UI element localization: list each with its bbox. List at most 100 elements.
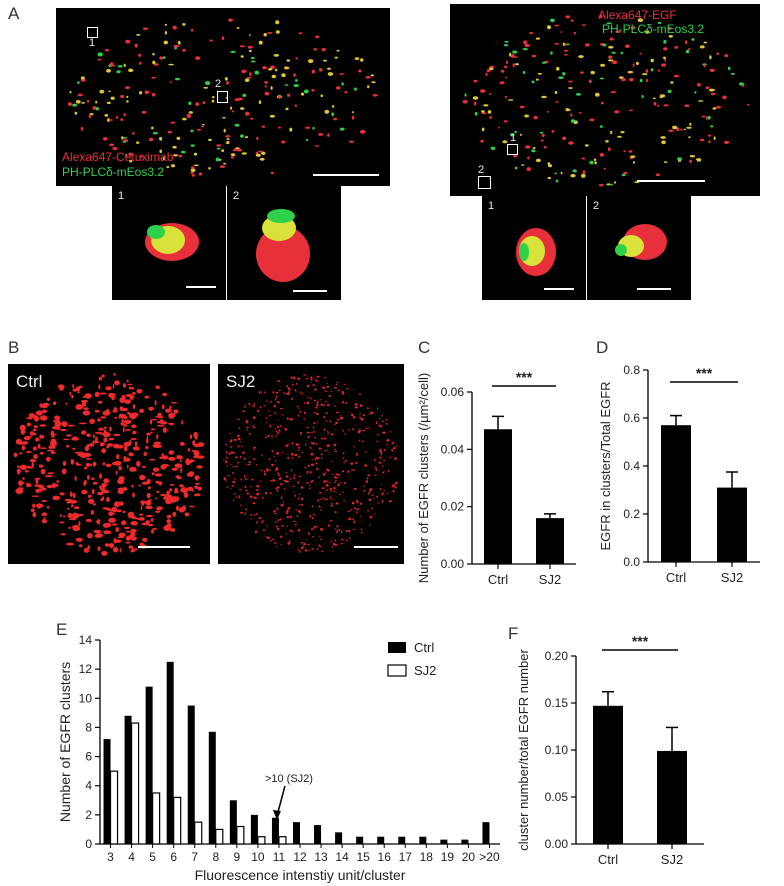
micrograph-b-sj2-dots [222,374,398,554]
fluorescence-spot [159,56,164,60]
fluorescence-spot [309,471,312,474]
fluorescence-spot [620,131,625,134]
fluorescence-spot [333,117,337,121]
fluorescence-spot [26,482,30,485]
fluorescence-spot [139,474,146,481]
fluorescence-spot [722,95,727,100]
fluorescence-spot [16,468,21,474]
fluorescence-spot [320,453,323,456]
fluorescence-spot [265,417,268,419]
fluorescence-spot [316,467,319,471]
fluorescence-spot [188,101,192,106]
roi-box-2 [217,91,228,103]
fluorescence-spot [311,548,315,550]
fluorescence-spot [332,490,336,492]
fluorescence-spot [223,162,227,165]
fluorescence-spot [108,511,114,517]
fluorescence-spot [230,50,236,54]
fluorescence-spot [132,430,137,435]
fluorescence-spot [259,480,262,482]
x-tick-label: 3 [107,850,114,864]
fluorescence-spot [169,81,172,84]
fluorescence-spot [180,467,183,474]
annotation-text: >10 (SJ2) [265,773,313,785]
fluorescence-spot [116,454,120,460]
fluorescence-spot [297,528,301,532]
fluorescence-spot [330,490,332,492]
fluorescence-spot [309,446,312,450]
fluorescence-spot [335,531,339,533]
fluorescence-spot [238,496,241,499]
fluorescence-spot [166,514,172,519]
inset-label: 1 [118,190,125,202]
fluorescence-spot [271,449,274,453]
fluorescence-spot [372,94,378,97]
fluorescence-spot [317,499,320,501]
fluorescence-spot [190,166,195,169]
x-tick-label: 17 [399,850,413,864]
fluorescence-spot [519,105,525,109]
fluorescence-spot [589,160,594,165]
significance-stars: *** [516,369,533,385]
fluorescence-spot [22,477,25,480]
fluorescence-spot [270,491,272,495]
fluorescence-spot [66,542,74,546]
fluorescence-spot [319,491,322,494]
fluorescence-spot [123,419,132,424]
bar-ctrl [461,839,469,844]
fluorescence-spot [275,452,279,455]
fluorescence-spot [365,480,369,483]
fluorescence-spot [481,112,487,115]
fluorescence-spot [108,437,115,441]
fluorescence-spot [130,521,138,526]
fluorescence-spot [196,128,202,131]
fluorescence-spot [297,481,300,484]
fluorescence-spot [555,179,559,183]
fluorescence-spot [112,383,115,389]
fluorescence-spot [171,164,175,168]
fluorescence-spot [94,391,100,397]
fluorescence-spot [562,136,567,141]
fluorescence-spot [33,425,38,429]
fluorescence-spot [312,126,315,130]
fluorescence-spot [696,158,702,162]
fluorescence-spot [343,499,345,502]
fluorescence-spot [121,136,124,140]
fluorescence-spot [89,113,94,116]
fluorescence-spot [134,441,138,447]
fluorescence-spot [339,493,341,496]
fluorescence-spot [311,517,314,520]
fluorescence-spot [650,58,654,63]
fluorescence-spot [376,495,379,498]
fluorescence-spot [282,501,284,504]
fluorescence-spot [293,520,296,522]
fluorescence-spot [239,504,242,506]
fluorescence-spot [82,395,87,398]
x-tick-label: Ctrl [666,570,686,585]
fluorescence-spot [193,494,201,497]
y-tick-label: 0.2 [623,507,640,521]
fluorescence-spot [600,63,606,67]
fluorescence-spot [154,399,157,406]
fluorescence-spot [95,107,99,111]
fluorescence-spot [106,498,109,502]
fluorescence-spot [125,86,130,89]
fluorescence-spot [293,84,299,88]
fluorescence-spot [100,498,104,502]
fluorescence-spot [236,434,240,437]
fluorescence-spot [567,80,573,83]
fluorescence-spot [143,451,147,457]
fluorescence-spot [742,84,745,88]
fluorescence-spot [716,52,720,55]
fluorescence-spot [139,513,144,516]
fluorescence-spot [202,123,205,126]
fluorescence-spot [291,442,294,445]
fluorescence-spot [252,426,256,429]
fluorescence-spot [364,451,367,453]
fluorescence-spot [94,533,103,538]
fluorescence-spot [39,403,43,408]
fluorescence-spot [211,99,215,103]
y-tick-label: 8 [85,720,92,734]
fluorescence-spot [251,478,254,481]
